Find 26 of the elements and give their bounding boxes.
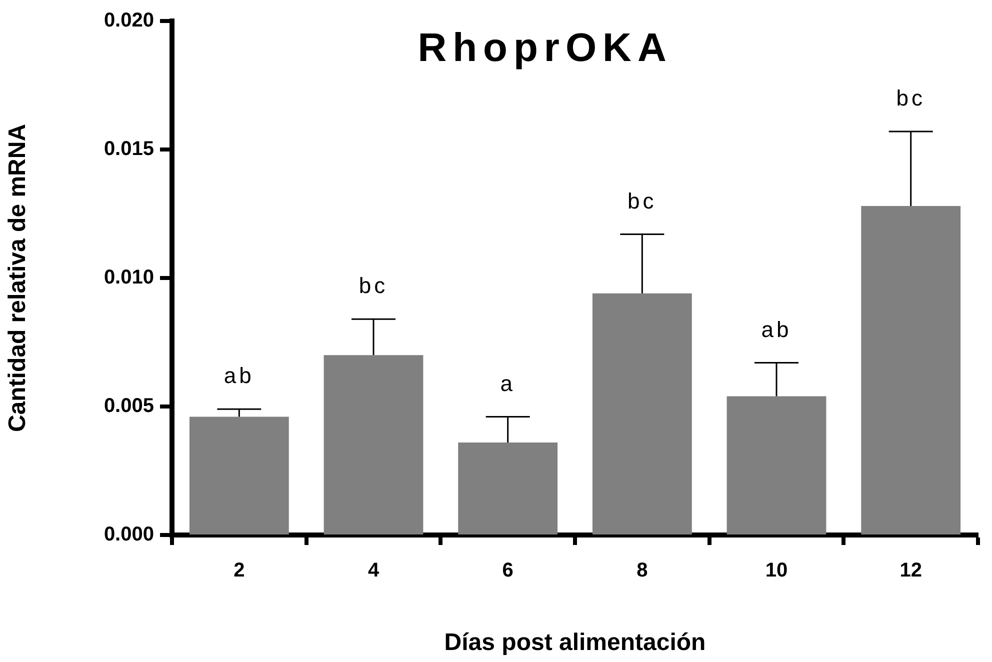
x-tick-label: 4 (368, 560, 380, 582)
x-tick-label: 12 (900, 560, 922, 582)
bar (189, 416, 289, 534)
chart-title: RhoprOKA (418, 26, 672, 70)
x-tick-label: 8 (636, 560, 648, 582)
x-axis-title: Días post alimentación (444, 629, 706, 656)
y-tick-label: 0.015 (104, 138, 154, 160)
bar (592, 293, 692, 534)
y-tick-label: 0.005 (104, 395, 154, 418)
y-tick-label: 0.000 (104, 524, 154, 546)
y-tick-label: 0.010 (104, 266, 154, 289)
annotation: bc (358, 273, 388, 298)
x-tick-label: 10 (765, 560, 788, 582)
y-axis-title: Cantidad relativa de mRNA (4, 124, 32, 432)
bar (726, 396, 826, 534)
bar (458, 442, 558, 534)
x-tick-label: 6 (502, 560, 514, 582)
annotation: a (500, 370, 516, 396)
annotation: ab (761, 316, 792, 342)
bar (861, 206, 961, 534)
annotation: ab (224, 363, 254, 388)
annotation: bc (628, 188, 657, 214)
bar (324, 355, 424, 534)
x-tick-label: 2 (234, 560, 245, 582)
y-tick-label: 0.020 (104, 10, 154, 32)
annotation: bc (896, 86, 926, 111)
